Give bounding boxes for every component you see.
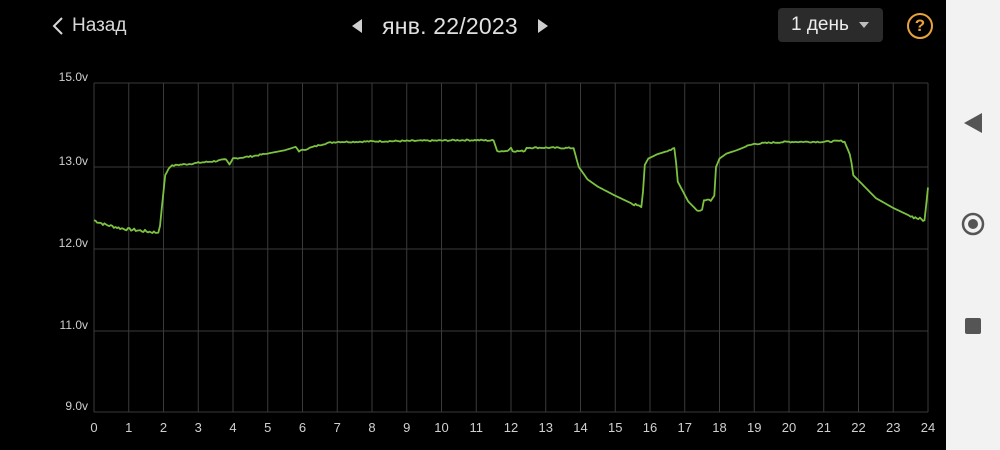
x-tick-label: 14 (573, 420, 587, 435)
x-tick-label: 11 (470, 420, 484, 435)
y-tick-label: 13.0v (59, 154, 88, 168)
x-tick-label: 5 (264, 420, 271, 435)
x-tick-label: 15 (608, 420, 622, 435)
y-tick-label: 9.0v (65, 399, 88, 413)
y-tick-label: 12.0v (59, 236, 88, 250)
x-tick-label: 6 (299, 420, 306, 435)
voltage-series-line (93, 138, 929, 234)
triangle-back-icon (964, 113, 982, 133)
triangle-left-icon (352, 19, 362, 33)
x-tick-label: 8 (368, 420, 375, 435)
x-tick-label: 21 (817, 420, 831, 435)
system-navigation-bar (946, 0, 1000, 450)
caret-down-icon (859, 22, 869, 28)
x-tick-label: 10 (434, 420, 448, 435)
help-button[interactable]: ? (907, 13, 933, 39)
x-tick-label: 20 (782, 420, 796, 435)
nav-back-button[interactable] (959, 109, 987, 137)
x-tick-label: 9 (403, 420, 410, 435)
x-tick-label: 19 (747, 420, 761, 435)
date-navigator: янв. 22/2023 (350, 10, 550, 42)
x-tick-label: 23 (886, 420, 900, 435)
nav-home-button[interactable] (959, 210, 987, 238)
period-select[interactable]: 1 день (778, 8, 883, 42)
period-select-value: 1 день (791, 14, 849, 35)
next-day-button[interactable] (536, 16, 550, 36)
x-tick-label: 16 (643, 420, 657, 435)
x-tick-label: 3 (195, 420, 202, 435)
back-button[interactable]: Назад (52, 12, 126, 40)
x-tick-label: 24 (921, 420, 935, 435)
chevron-left-icon (52, 17, 63, 35)
circle-home-icon (961, 212, 985, 236)
back-label: Назад (72, 15, 127, 36)
voltage-chart: 0 1 2 3 4 5 6 7 8 9 10 11 12 13 14 15 16 17 18 19 20 21 22 23 24… (59, 70, 936, 435)
question-circle-icon: ? (914, 16, 926, 35)
app-screen: Назад янв. 22/2023 1 день ? 0 1 2 3 4 5 6 7 8 9 10… (52, 8, 936, 435)
x-tick-label: 22 (851, 420, 865, 435)
y-tick-label: 11.0v (60, 318, 88, 332)
y-tick-label: 15.0v (59, 70, 88, 84)
x-tick-label: 4 (229, 420, 236, 435)
prev-day-button[interactable] (350, 16, 364, 36)
date-label: янв. 22/2023 (382, 12, 518, 39)
x-tick-label: 1 (125, 420, 132, 435)
x-tick-label: 12 (504, 420, 518, 435)
x-tick-label: 18 (712, 420, 726, 435)
triangle-right-icon (537, 19, 548, 33)
x-tick-label: 13 (539, 420, 553, 435)
x-tick-label: 17 (678, 420, 692, 435)
square-recents-icon (965, 318, 981, 334)
x-tick-label: 0 (90, 420, 97, 435)
x-tick-label: 7 (334, 420, 341, 435)
nav-recents-button[interactable] (959, 312, 987, 340)
x-tick-label: 2 (160, 420, 167, 435)
